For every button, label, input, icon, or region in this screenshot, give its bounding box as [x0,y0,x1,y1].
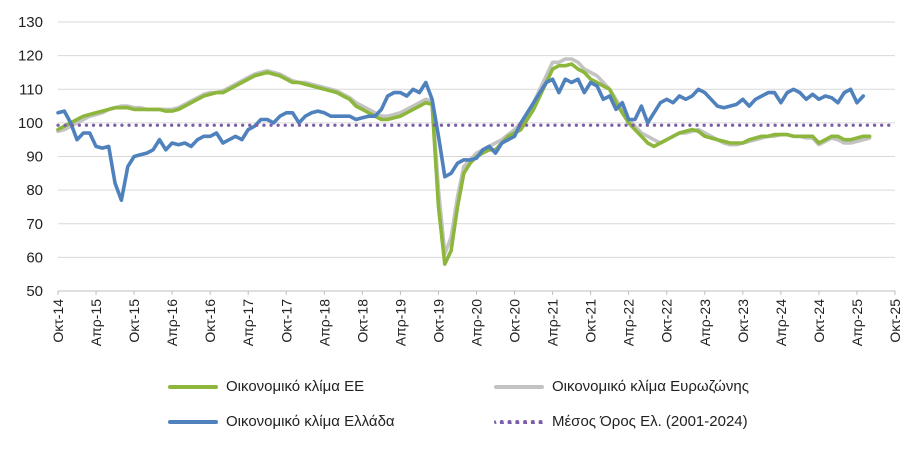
legend-item-average: Μέσος Όρος Ελ. (2001-2024) [494,413,748,430]
x-tick-label: Οκτ-19 [430,299,446,343]
x-tick-label: Απρ-22 [621,299,637,346]
series-lines [56,57,897,266]
x-tick-label: Οκτ-18 [354,299,370,343]
y-tick-label: 60 [26,249,43,266]
y-axis: 50 60 70 80 90 100 110 120 130 [18,14,43,300]
x-tick-label: Οκτ-15 [126,299,142,343]
x-tick-label: Απρ-20 [469,299,485,346]
series-line-2 [56,77,866,202]
y-tick-label: 50 [26,283,43,300]
legend-label-average: Μέσος Όρος Ελ. (2001-2024) [552,413,748,430]
x-tick-label: Οκτ-21 [583,299,599,343]
x-tick-label: Απρ-15 [88,299,104,346]
y-tick-label: 120 [18,48,43,65]
x-tick-label: Απρ-23 [697,299,713,346]
x-tick-label: Απρ-16 [164,299,180,346]
y-tick-label: 130 [18,14,43,31]
legend-swatch-eurozone [494,384,544,389]
y-tick-label: 80 [26,182,43,199]
x-tick-label: Απρ-18 [316,299,332,346]
x-tick-label: Οκτ-17 [278,299,294,343]
y-tick-label: 110 [19,81,43,98]
x-tick-label: Οκτ-24 [811,299,827,343]
legend-label-greece: Οικονομικό κλίμα Ελλάδα [226,413,395,430]
x-tick-label: Απρ-25 [849,299,865,346]
x-tick-label: Οκτ-14 [50,299,66,343]
legend-label-eu: Οικονομικό κλίμα ΕΕ [226,378,365,395]
legend-swatch-average [494,419,544,424]
legend-label-eurozone: Οικονομικό κλίμα Ευρωζώνης [552,378,749,395]
x-tick-label: Οκτ-25 [887,299,903,343]
y-tick-label: 70 [26,216,43,233]
legend-swatch-greece [168,419,218,424]
y-tick-label: 100 [18,115,43,132]
series-line-0 [56,62,872,266]
legend-swatch-eu [168,384,218,389]
legend-item-eurozone: Οικονομικό κλίμα Ευρωζώνης [494,378,749,395]
x-tick-label: Απρ-19 [392,299,408,346]
x-tick-label: Οκτ-23 [735,299,751,343]
x-tick-label: Απρ-17 [240,299,256,346]
x-tick-label: Απρ-24 [773,299,789,346]
x-tick-label: Οκτ-20 [507,299,523,343]
x-tick-label: Οκτ-22 [659,299,675,343]
x-axis: Οκτ-14 Απρ-15 Οκτ-15 Απρ-16 Οκτ-16 Απρ-17 Οκτ-… [50,290,903,346]
x-tick-label: Απρ-21 [545,299,561,346]
legend-item-eu: Οικονομικό κλίμα ΕΕ [168,378,364,395]
y-tick-label: 90 [26,149,43,166]
x-tick-label: Οκτ-16 [202,299,218,343]
legend-item-greece: Οικονομικό κλίμα Ελλάδα [168,413,395,430]
